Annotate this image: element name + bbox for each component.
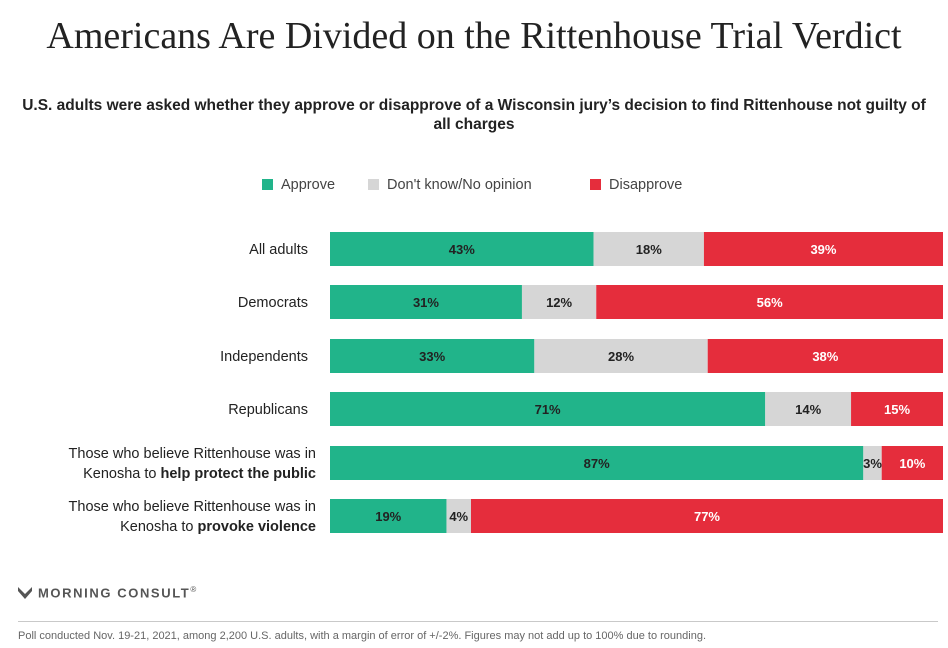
bar-dont-know	[534, 339, 708, 373]
bar-value-label-approve: 19%	[375, 509, 401, 524]
bar-disapprove	[596, 285, 943, 319]
category-label: Independents	[220, 349, 308, 365]
bar-disapprove	[707, 339, 943, 373]
footnote: Poll conducted Nov. 19-21, 2021, among 2…	[18, 630, 707, 642]
bar-value-label-approve: 33%	[419, 349, 445, 364]
legend-label-approve: Approve	[281, 177, 336, 193]
legend-item-dont-know: Don't know/No opinion	[368, 177, 532, 193]
bar-approve	[330, 339, 535, 373]
bar-dont-know	[593, 232, 704, 266]
legend-label-disapprove: Disapprove	[609, 177, 683, 193]
legend: Approve Don't know/No opinion Disapprove	[0, 177, 948, 195]
category-label: Republicans	[228, 402, 308, 418]
category-label: All adults	[249, 242, 308, 258]
bar-disapprove	[881, 446, 943, 480]
brand-logo-icon	[18, 587, 32, 600]
bar-value-label-approve: 71%	[535, 402, 561, 417]
legend-swatch-dont-know	[368, 179, 379, 190]
bar-dont-know	[863, 446, 882, 480]
bar-value-label-dont-know: 4%	[449, 509, 468, 524]
bar-value-label-disapprove: 39%	[810, 242, 836, 257]
bar-value-label-approve: 31%	[413, 295, 439, 310]
bar-dont-know	[765, 392, 852, 426]
bar-approve	[330, 446, 864, 480]
brand-trademark: ®	[190, 585, 198, 594]
chart-plot: All adults 43% 18% 39% Democrats 31% 12% 56% Ind…	[69, 232, 943, 535]
bar-disapprove	[703, 232, 943, 266]
bar-value-label-dont-know: 14%	[795, 402, 821, 417]
bar-value-label-disapprove: 15%	[884, 402, 910, 417]
category-label: Those who believe Rittenhouse was in Keno…	[69, 499, 316, 535]
bar-dont-know	[446, 499, 471, 533]
bar-approve	[330, 499, 447, 533]
bar-value-label-approve: 87%	[584, 456, 610, 471]
bar-dont-know	[521, 285, 597, 319]
category-label: Democrats	[238, 295, 308, 311]
bar-approve	[330, 392, 766, 426]
legend-item-approve: Approve	[262, 177, 335, 193]
legend-swatch-disapprove	[590, 179, 601, 190]
category-label: Those who believe Rittenhouse was in Keno…	[69, 446, 316, 482]
bar-value-label-disapprove: 77%	[694, 509, 720, 524]
brand-name: MORNING CONSULT	[38, 585, 191, 601]
legend-label-dont-know: Don't know/No opinion	[387, 177, 532, 193]
bar-value-label-approve: 43%	[449, 242, 475, 257]
bar-value-label-dont-know: 18%	[636, 242, 662, 257]
bar-approve	[330, 285, 522, 319]
chart-subtitle: U.S. adults were asked whether they appr…	[22, 97, 926, 133]
bar-value-label-disapprove: 56%	[757, 295, 783, 310]
legend-swatch-approve	[262, 179, 273, 190]
legend-item-disapprove: Disapprove	[590, 177, 682, 193]
bar-value-label-dont-know: 12%	[546, 295, 572, 310]
chart-title: Americans Are Divided on the Rittenhouse…	[46, 15, 902, 57]
footer-divider	[18, 621, 938, 622]
bar-value-label-disapprove: 10%	[899, 456, 925, 471]
bar-value-label-disapprove: 38%	[812, 349, 838, 364]
bar-approve	[330, 232, 594, 266]
bar-disapprove	[851, 392, 943, 426]
brand-logo: MORNING CONSULT®	[18, 585, 198, 600]
bar-value-label-dont-know: 28%	[608, 349, 634, 364]
bar-value-label-dont-know: 3%	[863, 456, 882, 471]
bar-disapprove	[470, 499, 943, 533]
